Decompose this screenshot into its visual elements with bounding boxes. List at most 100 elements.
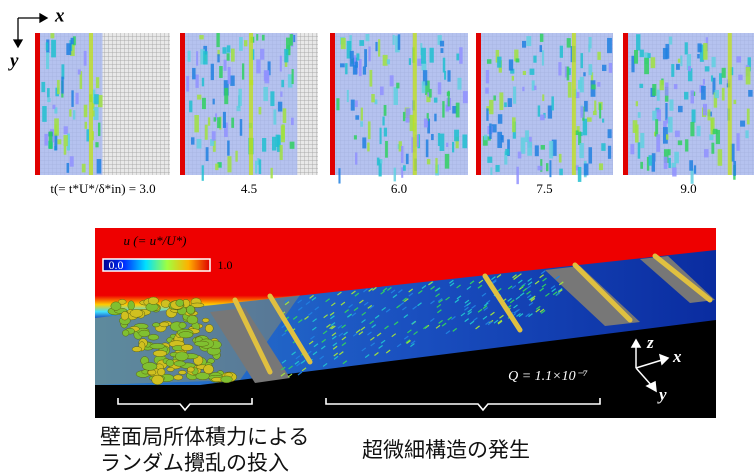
bump bbox=[152, 323, 160, 327]
texture-stripe bbox=[49, 131, 53, 149]
texture-stripe bbox=[197, 139, 202, 149]
bump bbox=[153, 350, 167, 356]
texture-stripe bbox=[284, 49, 288, 62]
texture-stripe bbox=[427, 159, 430, 164]
q-label: Q = 1.1×10⁻⁷ bbox=[508, 369, 588, 384]
bump bbox=[202, 318, 209, 322]
texture-stripe bbox=[213, 99, 215, 105]
texture-stripe bbox=[440, 41, 444, 47]
texture-stripe bbox=[224, 88, 228, 104]
texture-stripe bbox=[736, 56, 741, 62]
bump bbox=[179, 322, 186, 328]
texture-stripe bbox=[486, 108, 488, 121]
texture-stripe bbox=[264, 70, 269, 81]
texture-stripe bbox=[446, 143, 448, 147]
colorbar-max: 1.0 bbox=[218, 258, 233, 272]
texture-stripe bbox=[516, 167, 518, 184]
texture-stripe bbox=[369, 70, 372, 87]
streak bbox=[249, 33, 253, 175]
texture-stripe bbox=[652, 111, 656, 121]
texture-stripe bbox=[719, 73, 722, 84]
texture-stripe bbox=[747, 109, 750, 125]
texture-stripe bbox=[222, 47, 226, 53]
texture-stripe bbox=[527, 142, 532, 156]
texture-stripe bbox=[655, 119, 658, 137]
texture-stripe bbox=[378, 39, 380, 56]
texture-stripe bbox=[530, 69, 535, 75]
snapshot-panel bbox=[476, 33, 613, 184]
axis-x-label-3d: x bbox=[672, 347, 682, 366]
texture-stripe bbox=[98, 123, 100, 136]
texture-stripe bbox=[259, 159, 262, 174]
texture-stripe bbox=[396, 83, 399, 89]
texture-stripe bbox=[492, 124, 497, 132]
texture-stripe bbox=[638, 142, 641, 158]
texture-stripe bbox=[630, 144, 634, 154]
inlet-bar bbox=[330, 33, 335, 175]
texture-stripe bbox=[359, 40, 364, 46]
texture-stripe bbox=[666, 134, 668, 139]
bump bbox=[160, 322, 169, 327]
texture-stripe bbox=[281, 80, 284, 87]
texture-stripe bbox=[70, 156, 74, 166]
texture-stripe bbox=[71, 38, 74, 45]
texture-stripe bbox=[546, 163, 548, 171]
texture-stripe bbox=[270, 91, 274, 106]
texture-stripe bbox=[202, 98, 206, 109]
texture-stripe bbox=[293, 35, 295, 42]
page: x y t(= t*U*/δ*in) = 3.04.56.07.59.0 u (… bbox=[0, 0, 754, 475]
texture-stripe bbox=[361, 108, 363, 121]
texture-stripe bbox=[537, 166, 542, 171]
texture-stripe bbox=[665, 44, 669, 59]
texture-stripe bbox=[227, 53, 230, 61]
bump bbox=[142, 362, 157, 370]
texture-stripe bbox=[345, 63, 347, 74]
texture-stripe bbox=[581, 106, 584, 117]
texture-stripe bbox=[42, 106, 46, 122]
texture-stripe bbox=[97, 159, 102, 173]
texture-stripe bbox=[512, 76, 514, 81]
texture-stripe bbox=[484, 135, 487, 141]
texture-stripe bbox=[447, 70, 450, 81]
texture-stripe bbox=[438, 133, 440, 146]
texture-stripe bbox=[692, 109, 696, 122]
texture-stripe bbox=[85, 122, 87, 129]
texture-stripe bbox=[355, 115, 359, 120]
texture-stripe bbox=[649, 155, 653, 165]
texture-stripe bbox=[558, 62, 561, 75]
texture-stripe bbox=[46, 52, 49, 69]
texture-stripe bbox=[523, 71, 526, 75]
texture-stripe bbox=[366, 34, 370, 41]
texture-stripe bbox=[668, 117, 673, 133]
texture-stripe bbox=[674, 152, 679, 164]
texture-stripe bbox=[421, 48, 426, 64]
texture-stripe bbox=[290, 142, 295, 149]
texture-stripe bbox=[676, 64, 680, 70]
texture-stripe bbox=[588, 44, 590, 52]
texture-stripe bbox=[76, 93, 79, 105]
texture-stripe bbox=[82, 164, 86, 173]
texture-stripe bbox=[652, 153, 656, 161]
texture-stripe bbox=[633, 120, 638, 133]
texture-stripe bbox=[374, 99, 377, 104]
caption-line: 壁面局所体積力による bbox=[100, 424, 309, 450]
texture-stripe bbox=[430, 48, 434, 63]
texture-stripe bbox=[380, 159, 382, 163]
texture-stripe bbox=[711, 143, 714, 154]
texture-stripe bbox=[53, 105, 56, 109]
texture-stripe bbox=[541, 145, 545, 150]
texture-stripe bbox=[340, 63, 345, 67]
texture-stripe bbox=[608, 129, 612, 138]
texture-stripe bbox=[665, 103, 667, 120]
texture-stripe bbox=[636, 101, 638, 106]
texture-stripe bbox=[703, 104, 707, 116]
streak bbox=[413, 33, 417, 175]
texture-stripe bbox=[459, 47, 462, 64]
bump bbox=[152, 375, 164, 385]
texture-stripe bbox=[652, 162, 656, 172]
texture-stripe bbox=[601, 143, 605, 151]
texture-stripe bbox=[202, 78, 204, 87]
texture-stripe bbox=[639, 84, 643, 88]
texture-stripe bbox=[217, 117, 221, 128]
texture-stripe bbox=[223, 112, 226, 128]
